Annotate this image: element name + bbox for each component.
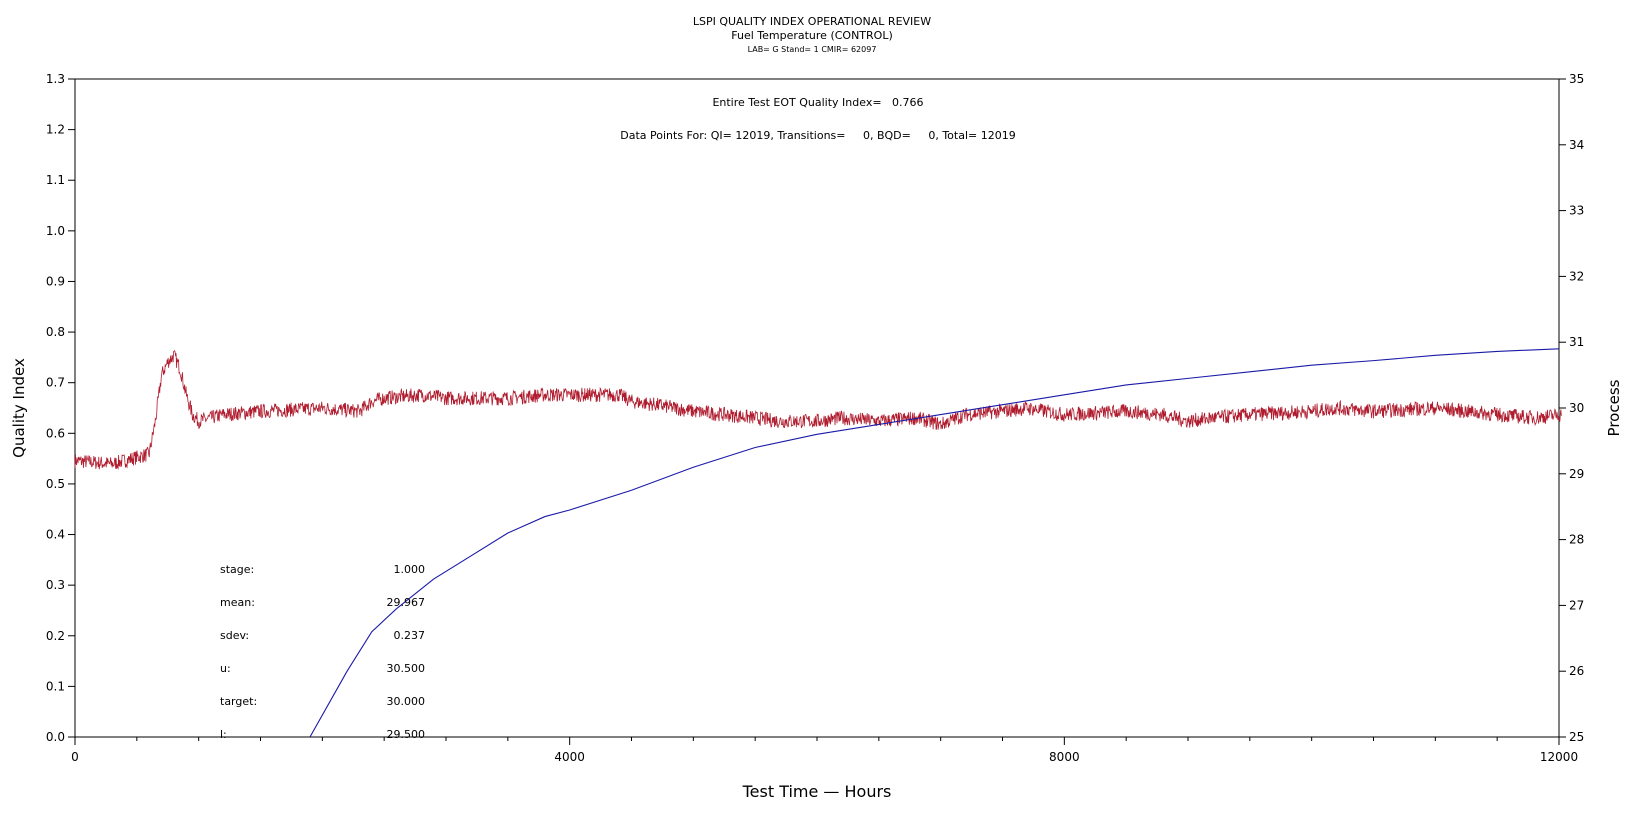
y-right-tick-label: 26: [1569, 664, 1584, 678]
stat-label: l:: [220, 728, 227, 741]
y-left-tick-label: 0.1: [46, 679, 65, 693]
y-left-tick-label: 0.8: [46, 325, 65, 339]
y-axis-right-label: Process: [1605, 379, 1623, 436]
y-right-tick-label: 25: [1569, 730, 1584, 744]
series-layer: [74, 348, 1562, 738]
y-axis-left: 0.0 0.1 0.2 0.3 0.4 0.5 0.6 0.7 0.8 0.9 1.0 1.1 1.2 1…: [46, 72, 75, 744]
x-axis: 0 4000 8000 12000: [71, 737, 1578, 764]
x-axis-label: Test Time — Hours: [742, 782, 892, 801]
data-points-annotation: Data Points For: QI= 12019, Transitions=…: [620, 129, 1015, 142]
y-left-tick-label: 0.3: [46, 578, 65, 592]
x-tick-label: 4000: [554, 750, 585, 764]
stat-label: mean:: [220, 596, 255, 609]
y-right-tick-label: 34: [1569, 138, 1584, 152]
y-left-tick-label: 1.3: [46, 72, 65, 86]
x-tick-label: 8000: [1049, 750, 1080, 764]
stat-value: 30.000: [387, 695, 426, 708]
chart-subtitle-2: LAB= G Stand= 1 CMIR= 62097: [748, 45, 877, 54]
chart-subtitle: Fuel Temperature (CONTROL): [731, 29, 893, 42]
y-left-tick-label: 0.9: [46, 274, 65, 288]
y-right-tick-label: 32: [1569, 269, 1584, 283]
y-right-tick-label: 28: [1569, 533, 1584, 547]
stat-label: u:: [220, 662, 231, 675]
stat-label: stage:: [220, 563, 254, 576]
y-left-tick-label: 0.4: [46, 528, 65, 542]
y-left-tick-label: 0.2: [46, 629, 65, 643]
y-left-tick-label: 1.0: [46, 224, 65, 238]
series-line-blue: [309, 348, 1560, 738]
stat-value: 29.500: [387, 728, 426, 741]
x-tick-label: 12000: [1540, 750, 1578, 764]
stat-value: 30.500: [387, 662, 426, 675]
y-axis-right: 25 26 27 28 29 30 31 32 33 34 35: [1559, 72, 1584, 744]
y-left-tick-label: 0.5: [46, 477, 65, 491]
y-right-tick-label: 33: [1569, 204, 1584, 218]
stat-label: sdev:: [220, 629, 249, 642]
y-right-tick-label: 31: [1569, 335, 1584, 349]
x-tick-label: 0: [71, 750, 79, 764]
stat-value: 1.000: [394, 563, 426, 576]
y-right-tick-label: 35: [1569, 72, 1584, 86]
stat-value: 0.237: [394, 629, 426, 642]
y-right-tick-label: 27: [1569, 598, 1584, 612]
y-right-tick-label: 30: [1569, 401, 1584, 415]
y-axis-left-label: Quality Index: [10, 358, 28, 458]
stat-value: 29.967: [387, 596, 426, 609]
y-left-tick-label: 1.1: [46, 173, 65, 187]
eot-quality-index-annotation: Entire Test EOT Quality Index= 0.766: [712, 96, 923, 109]
y-left-tick-label: 0.6: [46, 426, 65, 440]
stat-label: target:: [220, 695, 257, 708]
series-line-red: [74, 350, 1562, 470]
y-left-tick-label: 0.0: [46, 730, 65, 744]
y-left-tick-label: 1.2: [46, 123, 65, 137]
stats-panel: stage: 1.000 mean: 29.967 sdev: 0.237 u: 30.500…: [220, 563, 425, 741]
y-right-tick-label: 29: [1569, 467, 1584, 481]
chart-title: LSPI QUALITY INDEX OPERATIONAL REVIEW: [693, 15, 931, 28]
y-left-tick-label: 0.7: [46, 376, 65, 390]
